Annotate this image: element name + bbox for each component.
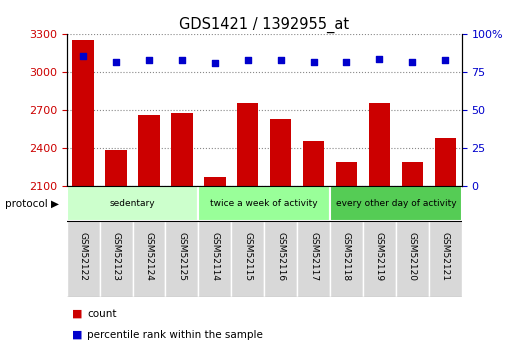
Text: percentile rank within the sample: percentile rank within the sample [87, 330, 263, 339]
Bar [330, 221, 363, 297]
Point [376, 56, 384, 61]
Point [178, 58, 186, 63]
Bar [165, 221, 199, 297]
Bar [105, 150, 127, 186]
Bar [396, 221, 429, 297]
Text: GSM52117: GSM52117 [309, 232, 318, 281]
Text: GSM52115: GSM52115 [243, 232, 252, 281]
Text: protocol ▶: protocol ▶ [5, 199, 59, 208]
Bar [67, 221, 100, 297]
Text: GSM52114: GSM52114 [210, 232, 220, 281]
Bar [402, 162, 423, 186]
Point [277, 58, 285, 63]
Point [309, 59, 318, 65]
Bar [435, 138, 456, 186]
Text: ■: ■ [72, 309, 82, 319]
Bar [100, 221, 132, 297]
Bar [336, 162, 357, 186]
Text: GSM52119: GSM52119 [375, 232, 384, 281]
Bar [139, 116, 160, 186]
Text: GSM52122: GSM52122 [78, 232, 88, 281]
Point [211, 61, 219, 66]
Bar [199, 221, 231, 297]
Bar [72, 40, 94, 186]
Text: sedentary: sedentary [110, 199, 155, 208]
Point [145, 58, 153, 63]
Bar [237, 103, 259, 186]
Text: GSM52121: GSM52121 [441, 232, 450, 281]
Point [441, 58, 449, 63]
Point [79, 53, 87, 59]
Bar [297, 221, 330, 297]
Bar [363, 221, 396, 297]
Text: ■: ■ [72, 330, 82, 339]
Bar [199, 186, 330, 221]
Bar [231, 221, 264, 297]
Text: GSM52120: GSM52120 [408, 232, 417, 281]
Bar [429, 221, 462, 297]
Bar [270, 119, 291, 186]
Text: GSM52123: GSM52123 [111, 232, 121, 281]
Bar [330, 186, 462, 221]
Point [342, 59, 350, 65]
Point [244, 58, 252, 63]
Bar [204, 177, 226, 186]
Title: GDS1421 / 1392955_at: GDS1421 / 1392955_at [179, 17, 349, 33]
Text: count: count [87, 309, 117, 319]
Bar [369, 103, 390, 186]
Text: GSM52125: GSM52125 [177, 232, 186, 281]
Text: GSM52116: GSM52116 [276, 232, 285, 281]
Bar [132, 221, 165, 297]
Bar [171, 113, 192, 186]
Text: twice a week of activity: twice a week of activity [210, 199, 318, 208]
Text: GSM52124: GSM52124 [145, 232, 153, 281]
Text: GSM52118: GSM52118 [342, 232, 351, 281]
Point [112, 59, 120, 65]
Point [408, 59, 417, 65]
Bar [264, 221, 297, 297]
Text: every other day of activity: every other day of activity [336, 199, 456, 208]
Bar [303, 141, 324, 186]
Bar [67, 186, 199, 221]
